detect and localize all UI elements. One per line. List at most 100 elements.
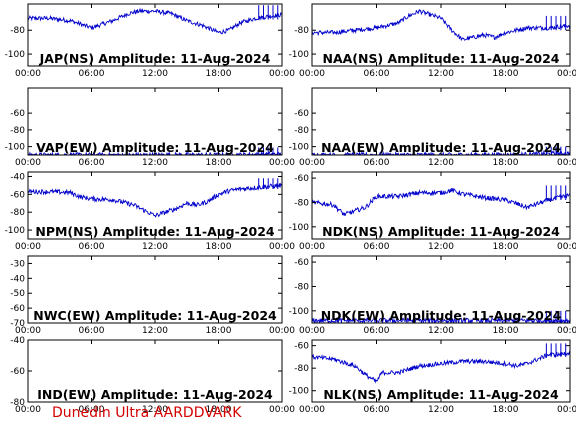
x-tick-label: 18:00 bbox=[206, 158, 232, 168]
y-tick-label: -100 bbox=[289, 387, 310, 397]
y-tick-label: -80 bbox=[294, 198, 309, 208]
x-tick-label: 00:00 bbox=[299, 326, 325, 336]
x-tick-label: 18:00 bbox=[493, 405, 519, 415]
x-tick-label: 12:00 bbox=[428, 69, 454, 79]
x-tick-label: 18:00 bbox=[493, 326, 519, 336]
x-tick-label: 18:00 bbox=[493, 158, 519, 168]
y-tick-label: -80 bbox=[10, 208, 25, 218]
y-tick-label: -60 bbox=[10, 109, 25, 119]
panel-title: NAA(EW) Amplitude: 11-Aug-2024 bbox=[321, 140, 561, 155]
x-tick-label: 18:00 bbox=[206, 242, 232, 252]
x-tick-label: 12:00 bbox=[428, 326, 454, 336]
x-tick-label: 00:00 bbox=[299, 69, 325, 79]
chart-panel-2: -80 -100 00:00 06:00 12:00 18:00 00:00 NAA(NS) … bbox=[289, 3, 576, 79]
y-tick-label: -60 bbox=[294, 258, 309, 268]
x-tick-label: 00:00 bbox=[15, 242, 41, 252]
x-tick-label: 00:00 bbox=[269, 405, 295, 415]
series-line-2-1 bbox=[312, 8, 570, 41]
x-tick-label: 06:00 bbox=[79, 326, 105, 336]
x-tick-label: 06:00 bbox=[364, 158, 390, 168]
y-tick-label: -80 bbox=[294, 364, 309, 374]
x-tick-label: 12:00 bbox=[142, 405, 168, 415]
y-tick-label: -60 bbox=[294, 342, 309, 352]
x-tick-label: 00:00 bbox=[15, 326, 41, 336]
chart-panel-4: -60 -80 -100 00:00 06:00 12:00 18:00 00:00 NAA(E… bbox=[289, 87, 576, 168]
x-tick-label: 18:00 bbox=[206, 405, 232, 415]
y-tick-label: -70 bbox=[10, 319, 25, 329]
x-tick-label: 12:00 bbox=[428, 405, 454, 415]
panel-title: NPM(NS) Amplitude: 11-Aug-2024 bbox=[35, 224, 275, 239]
series-line-6-1 bbox=[312, 187, 570, 217]
series-line-10-1 bbox=[312, 350, 570, 384]
x-tick-label: 00:00 bbox=[269, 326, 295, 336]
credit-label: Dunedin Ultra AARDDVARK bbox=[52, 405, 242, 421]
y-tick-label: -100 bbox=[5, 50, 26, 60]
y-tick-label: -100 bbox=[289, 50, 310, 60]
y-tick-label: -40 bbox=[10, 172, 25, 182]
chart-panel-3: -60 -80 -100 00:00 06:00 12:00 18:00 00:00 VAP(E… bbox=[5, 87, 295, 168]
y-tick-label: -100 bbox=[5, 226, 26, 236]
y-tick-label: -100 bbox=[289, 143, 310, 153]
x-tick-label: 00:00 bbox=[269, 158, 295, 168]
y-tick-label: -60 bbox=[294, 174, 309, 184]
x-tick-label: 18:00 bbox=[206, 69, 232, 79]
x-tick-label: 00:00 bbox=[557, 69, 576, 79]
x-tick-label: 18:00 bbox=[206, 326, 232, 336]
x-tick-label: 12:00 bbox=[142, 242, 168, 252]
x-tick-label: 00:00 bbox=[557, 158, 576, 168]
x-tick-label: 00:00 bbox=[15, 405, 41, 415]
panel-title: NAA(NS) Amplitude: 11-Aug-2024 bbox=[323, 51, 560, 66]
y-tick-label: -60 bbox=[10, 304, 25, 314]
panel-title: NWC(EW) Amplitude: 11-Aug-2024 bbox=[33, 308, 277, 323]
x-tick-label: 00:00 bbox=[557, 405, 576, 415]
panel-title: VAP(EW) Amplitude: 11-Aug-2024 bbox=[36, 140, 274, 155]
x-tick-label: 18:00 bbox=[493, 242, 519, 252]
x-tick-label: 06:00 bbox=[79, 158, 105, 168]
x-tick-label: 00:00 bbox=[557, 242, 576, 252]
x-tick-label: 12:00 bbox=[142, 69, 168, 79]
panel-title: IND(EW) Amplitude: 11-Aug-2024 bbox=[37, 387, 273, 402]
chart-panel-1: -80 -100 00:00 06:00 12:00 18:00 00:00 JAP(NS) … bbox=[5, 3, 295, 79]
x-tick-label: 00:00 bbox=[557, 326, 576, 336]
y-tick-label: -40 bbox=[10, 274, 25, 284]
y-tick-label: -80 bbox=[10, 126, 25, 136]
x-tick-label: 06:00 bbox=[79, 242, 105, 252]
chart-panel-5: -40 -60 -80 -100 00:00 06:00 12:00 18:00 00:00 NP… bbox=[5, 171, 295, 252]
x-tick-label: 12:00 bbox=[428, 242, 454, 252]
panel-title: NDK(EW) Amplitude: 11-Aug-2024 bbox=[321, 308, 562, 323]
panel-title: JAP(NS) Amplitude: 11-Aug-2024 bbox=[39, 51, 271, 66]
x-tick-label: 06:00 bbox=[364, 69, 390, 79]
y-tick-label: -30 bbox=[10, 259, 25, 269]
x-tick-label: 00:00 bbox=[15, 69, 41, 79]
x-tick-label: 06:00 bbox=[364, 326, 390, 336]
y-tick-label: -60 bbox=[10, 367, 25, 377]
y-tick-label: -60 bbox=[294, 109, 309, 119]
chart-panel-6: -60 -80 -100 00:00 06:00 12:00 18:00 00:00 NDK(N… bbox=[289, 171, 576, 252]
x-tick-label: 12:00 bbox=[428, 158, 454, 168]
x-tick-label: 06:00 bbox=[79, 69, 105, 79]
y-tick-label: -80 bbox=[10, 26, 25, 36]
y-tick-label: -80 bbox=[294, 26, 309, 36]
x-tick-label: 12:00 bbox=[142, 326, 168, 336]
x-tick-label: 00:00 bbox=[299, 158, 325, 168]
x-tick-label: 00:00 bbox=[299, 242, 325, 252]
x-tick-label: 06:00 bbox=[79, 405, 105, 415]
y-tick-label: -100 bbox=[5, 143, 26, 153]
x-tick-label: 06:00 bbox=[364, 242, 390, 252]
y-tick-label: -100 bbox=[289, 223, 310, 233]
x-tick-label: 00:00 bbox=[299, 405, 325, 415]
series-line-5-1 bbox=[28, 182, 282, 218]
y-tick-label: -40 bbox=[10, 336, 25, 346]
series-line-1-1 bbox=[28, 7, 282, 35]
y-tick-label: -100 bbox=[289, 307, 310, 317]
x-tick-label: 06:00 bbox=[364, 405, 390, 415]
y-tick-label: -80 bbox=[10, 398, 25, 408]
panel-title: NDK(NS) Amplitude: 11-Aug-2024 bbox=[322, 224, 560, 239]
chart-panel-10: -60 -80 -100 00:00 06:00 12:00 18:00 00:00 NLK(N… bbox=[289, 339, 576, 415]
x-tick-label: 00:00 bbox=[15, 158, 41, 168]
y-tick-label: -50 bbox=[10, 289, 25, 299]
x-tick-label: 12:00 bbox=[142, 158, 168, 168]
